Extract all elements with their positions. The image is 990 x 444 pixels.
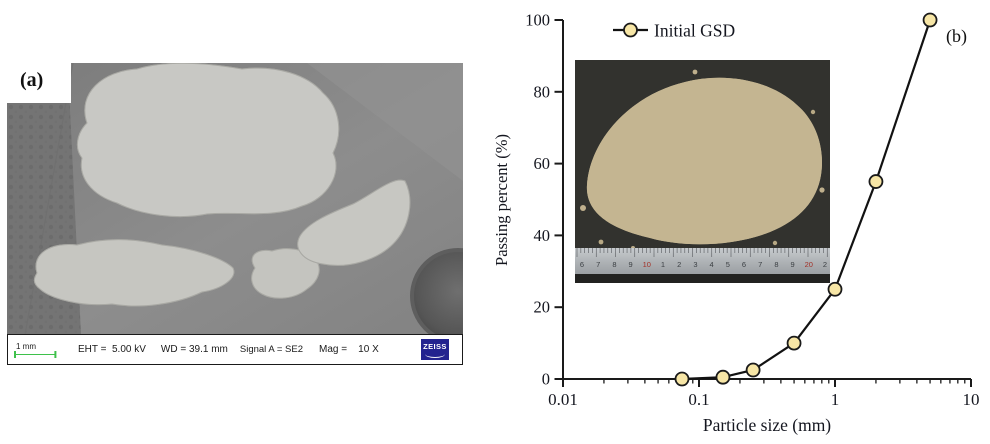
data-point	[868, 174, 884, 189]
legend-label: Initial GSD	[654, 21, 735, 41]
ruler-number: 7	[596, 260, 600, 269]
y-axis-label: Passing percent (%)	[492, 134, 511, 266]
data-point	[786, 335, 802, 351]
y-tick-label: 100	[525, 11, 550, 30]
legend: Initial GSD	[613, 21, 735, 41]
ruler-number: 8	[774, 260, 778, 269]
zeiss-logo-text: ZEISS	[423, 342, 447, 351]
ruler-number: 2	[677, 260, 681, 269]
panel-a-label: (a)	[7, 63, 71, 103]
data-point	[674, 371, 690, 387]
ruler-number: 6	[580, 260, 584, 269]
wd-value: WD = 39.1 mm	[160, 344, 228, 355]
ruler-ticks	[576, 248, 828, 257]
ruler-number: 3	[693, 260, 697, 269]
sem-light-band	[307, 63, 463, 181]
ruler-number: 20	[805, 260, 813, 269]
data-point	[922, 12, 938, 28]
ruler-number: 5	[726, 260, 730, 269]
sand-pile	[580, 69, 825, 252]
ruler-number: 10	[643, 260, 651, 269]
ruler-number: 8	[612, 260, 616, 269]
ruler-number: 1	[661, 260, 665, 269]
scale-bar-label: 1 mm	[16, 341, 36, 351]
ruler-number: 4	[710, 260, 714, 269]
sem-image	[7, 63, 463, 335]
gsd-chart: 0 20 40 60 80 100 0.01 0.1 1 10 Particle size (mm)…	[492, 11, 980, 436]
y-tick-label: 20	[534, 298, 551, 317]
sem-info-bar: 1 mm EHT = 5.00 kV WD = 39.1 mm Signal A…	[7, 334, 463, 365]
coral-particle-large	[76, 63, 340, 218]
signal-value: Signal A = SE2	[239, 344, 303, 355]
coral-particle-left	[33, 239, 235, 307]
y-tick-label: 40	[534, 226, 551, 245]
ruler-number: 7	[758, 260, 762, 269]
ruler-number: 9	[791, 260, 795, 269]
coral-particle-right	[297, 179, 411, 266]
ruler-numbers: 6 7 8 9 10 1 2 3 4 5 6 7 8 9 20 2	[580, 260, 827, 269]
sem-crease	[24, 63, 74, 335]
eht-value: EHT = 5.00 kV	[78, 344, 146, 355]
x-tick-label: 10	[963, 390, 980, 409]
ruler-number: 6	[742, 260, 746, 269]
scale-bar-line	[14, 350, 56, 358]
data-point	[715, 369, 731, 385]
legend-marker	[623, 22, 638, 38]
panel-a-sem-micrograph: (a) 1 mm EHT = 5.00 kV WD = 39.1 mm Sign…	[7, 63, 463, 365]
mag-value: Mag = 10 X	[319, 344, 379, 355]
scale-bar: 1 mm	[14, 342, 66, 358]
y-tick-label: 80	[534, 82, 551, 101]
coral-particle-small	[251, 248, 320, 299]
ruler-number: 9	[629, 260, 633, 269]
ruler-number: 2	[823, 260, 827, 269]
ruler: 6 7 8 9 10 1 2 3 4 5 6 7 8 9 20 2	[575, 248, 830, 283]
zeiss-logo: ZEISS	[421, 339, 449, 360]
data-point	[745, 362, 761, 378]
x-axis-label: Particle size (mm)	[703, 415, 831, 435]
panel-b-label: (b)	[946, 26, 967, 46]
y-tick-label: 60	[534, 154, 551, 173]
panel-a-label-text: (a)	[20, 69, 44, 91]
panel-b-gsd-chart: 0 20 40 60 80 100 0.01 0.1 1 10 Particle size (mm)…	[490, 0, 990, 444]
sem-stub-hole	[410, 248, 463, 335]
inset-photo: 6 7 8 9 10 1 2 3 4 5 6 7 8 9 20 2	[575, 60, 830, 283]
data-point	[827, 281, 843, 297]
x-tick-label: 0.1	[688, 390, 709, 409]
x-tick-label: 1	[831, 390, 840, 409]
x-tick-label: 0.01	[548, 390, 578, 409]
y-tick-label: 0	[542, 370, 550, 389]
